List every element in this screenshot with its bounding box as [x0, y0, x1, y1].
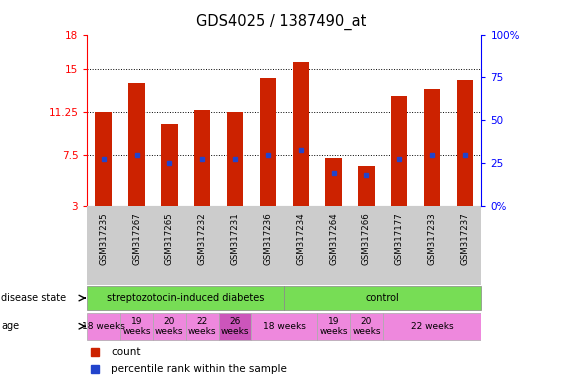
- Text: disease state: disease state: [1, 293, 66, 303]
- FancyBboxPatch shape: [120, 313, 153, 340]
- Bar: [96, 112, 112, 206]
- Text: 18 weeks: 18 weeks: [263, 322, 306, 331]
- Bar: [227, 112, 243, 206]
- Bar: [293, 62, 309, 206]
- Text: percentile rank within the sample: percentile rank within the sample: [111, 364, 287, 374]
- Text: 19
weeks: 19 weeks: [122, 317, 151, 336]
- Text: GSM317266: GSM317266: [362, 212, 371, 265]
- FancyBboxPatch shape: [87, 286, 284, 310]
- Text: GSM317264: GSM317264: [329, 212, 338, 265]
- Bar: [457, 80, 473, 206]
- Text: GSM317267: GSM317267: [132, 212, 141, 265]
- Text: 20
weeks: 20 weeks: [352, 317, 381, 336]
- Text: 22 weeks: 22 weeks: [411, 322, 453, 331]
- Text: GSM317237: GSM317237: [461, 212, 470, 265]
- Text: GSM317177: GSM317177: [395, 212, 404, 265]
- Text: GSM317265: GSM317265: [165, 212, 174, 265]
- Bar: [325, 158, 342, 206]
- FancyBboxPatch shape: [252, 313, 317, 340]
- FancyBboxPatch shape: [350, 313, 383, 340]
- Bar: [391, 96, 408, 206]
- Text: 20
weeks: 20 weeks: [155, 317, 184, 336]
- Text: streptozotocin-induced diabetes: streptozotocin-induced diabetes: [107, 293, 265, 303]
- Text: 26
weeks: 26 weeks: [221, 317, 249, 336]
- Text: GSM317233: GSM317233: [428, 212, 436, 265]
- Text: 22
weeks: 22 weeks: [188, 317, 216, 336]
- Text: GSM317234: GSM317234: [296, 212, 305, 265]
- Bar: [358, 166, 374, 206]
- FancyBboxPatch shape: [383, 313, 481, 340]
- Text: 18 weeks: 18 weeks: [82, 322, 125, 331]
- Bar: [194, 110, 211, 206]
- Bar: [260, 78, 276, 206]
- FancyBboxPatch shape: [317, 313, 350, 340]
- FancyBboxPatch shape: [87, 313, 120, 340]
- Text: GSM317231: GSM317231: [231, 212, 239, 265]
- Text: GDS4025 / 1387490_at: GDS4025 / 1387490_at: [196, 13, 367, 30]
- Bar: [424, 89, 440, 206]
- FancyBboxPatch shape: [186, 313, 218, 340]
- Text: control: control: [366, 293, 400, 303]
- Text: GSM317236: GSM317236: [263, 212, 272, 265]
- FancyBboxPatch shape: [284, 286, 481, 310]
- Text: GSM317235: GSM317235: [99, 212, 108, 265]
- Text: age: age: [1, 321, 19, 331]
- Text: count: count: [111, 347, 140, 357]
- Text: 19
weeks: 19 weeks: [319, 317, 348, 336]
- FancyBboxPatch shape: [153, 313, 186, 340]
- Text: GSM317232: GSM317232: [198, 212, 207, 265]
- Bar: [161, 124, 177, 206]
- Bar: [128, 83, 145, 206]
- FancyBboxPatch shape: [218, 313, 252, 340]
